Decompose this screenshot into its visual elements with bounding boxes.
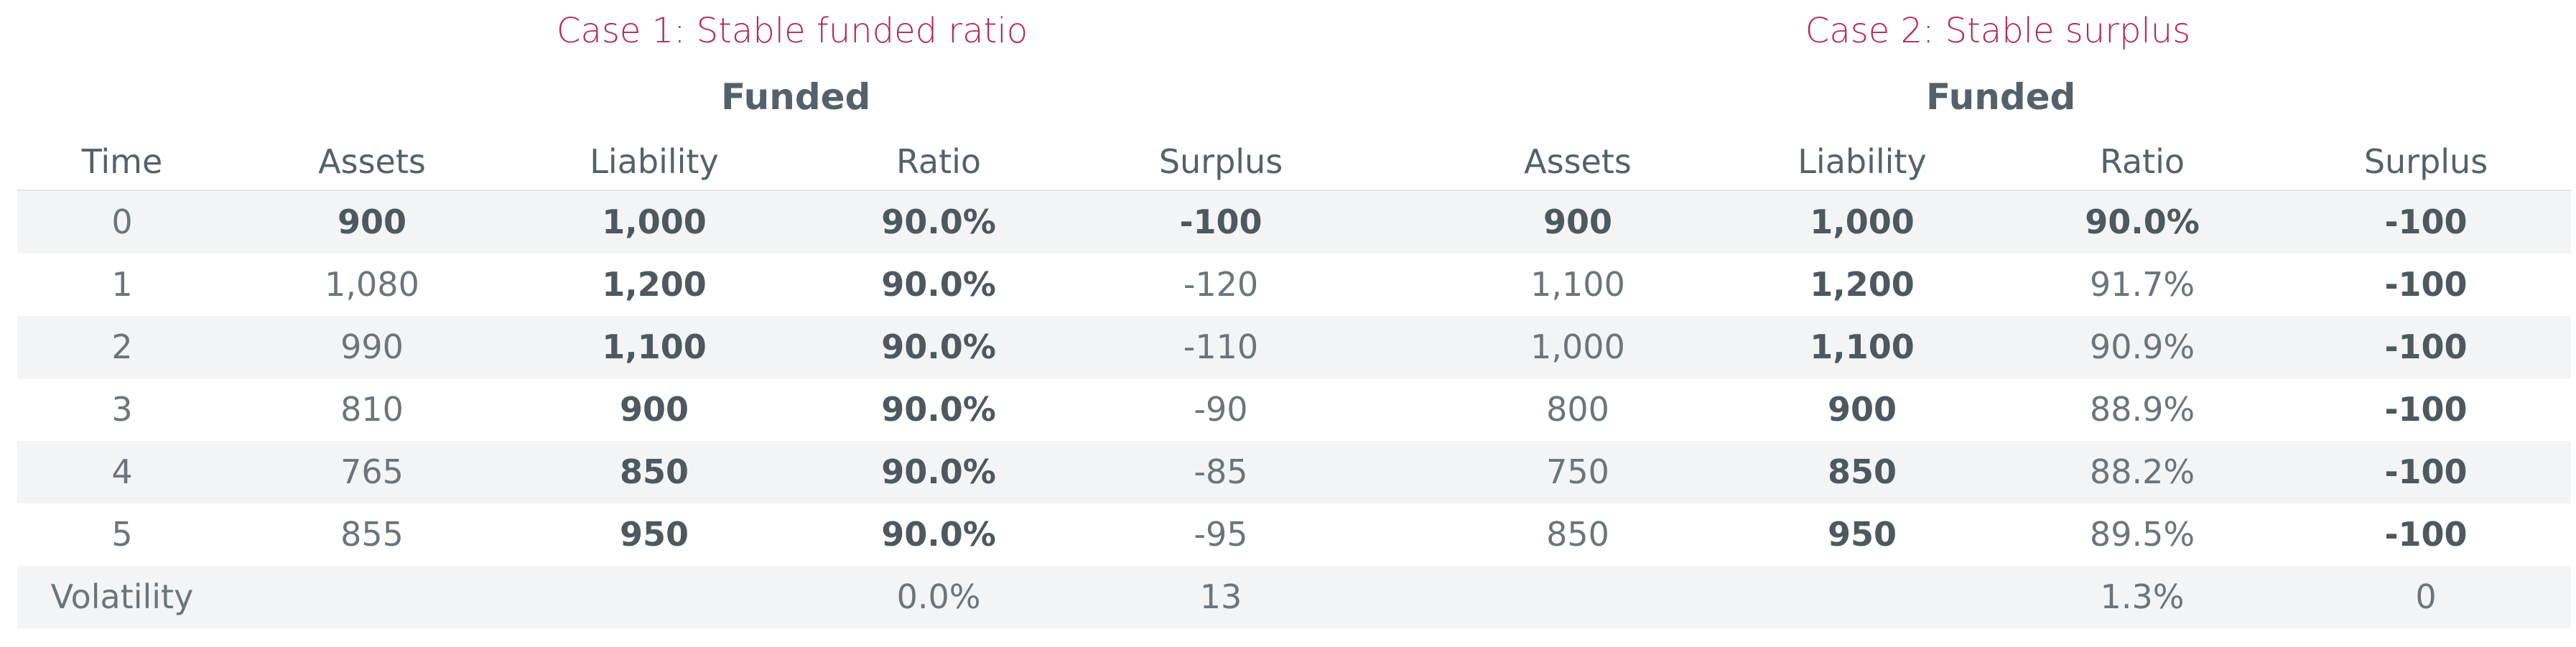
case2-ratio-cell: 89.5% xyxy=(2089,515,2195,554)
header-case1-liability: Liability xyxy=(590,142,719,181)
case1-surplus-volatility: 13 xyxy=(1199,577,1242,616)
case1-surplus-cell: -90 xyxy=(1194,390,1248,429)
header-case1-ratio: Ratio xyxy=(896,142,982,181)
time-cell: 2 xyxy=(111,327,133,366)
case2-liability-cell: 1,000 xyxy=(1810,203,1915,241)
case2-ratio-cell: 88.2% xyxy=(2089,452,2195,491)
case1-surplus-cell: -120 xyxy=(1183,265,1259,304)
table-row: 4 765 850 90.0% -85 750 850 88.2% -100 xyxy=(17,441,2571,503)
header-case2-assets: Assets xyxy=(1524,142,1632,181)
case2-ratio-cell: 88.9% xyxy=(2089,390,2195,429)
case2-assets-cell: 850 xyxy=(1546,515,1609,554)
case2-assets-cell: 1,000 xyxy=(1530,327,1625,366)
case1-assets-cell: 765 xyxy=(340,452,404,491)
volatility-label: Volatility xyxy=(50,577,194,616)
case1-ratio-cell: 90.0% xyxy=(881,265,996,304)
table-row: 3 810 900 90.0% -90 800 900 88.9% -100 xyxy=(17,378,2571,441)
case2-surplus-cell: -100 xyxy=(2384,265,2468,304)
table-row: 1 1,080 1,200 90.0% -120 1,100 1,200 91.… xyxy=(17,253,2571,316)
time-cell: 0 xyxy=(111,203,133,241)
case2-liability-cell: 850 xyxy=(1827,452,1897,491)
case2-assets-cell: 800 xyxy=(1546,390,1609,429)
time-cell: 1 xyxy=(111,265,133,304)
case1-assets-cell: 810 xyxy=(340,390,404,429)
case1-surplus-cell: -100 xyxy=(1179,203,1263,241)
case2-ratio-cell: 90.9% xyxy=(2089,327,2195,366)
header-case2-ratio: Ratio xyxy=(2099,142,2185,181)
table-row: 0 900 1,000 90.0% -100 900 1,000 90.0% -… xyxy=(17,190,2571,253)
case2-ratio-cell: 91.7% xyxy=(2089,265,2195,304)
header-case2-surplus: Surplus xyxy=(2363,142,2488,181)
table-row: 2 990 1,100 90.0% -110 1,000 1,100 90.9%… xyxy=(17,316,2571,378)
case1-assets-cell: 990 xyxy=(340,327,404,366)
case2-surplus-cell: -100 xyxy=(2384,452,2468,491)
case1-liability-cell: 1,200 xyxy=(602,265,707,304)
case1-funded-label: Funded xyxy=(721,76,871,118)
case1-liability-cell: 950 xyxy=(619,515,689,554)
case2-surplus-cell: -100 xyxy=(2384,390,2468,429)
time-cell: 3 xyxy=(111,390,133,429)
case2-funded-label: Funded xyxy=(1926,76,2076,118)
case2-assets-cell: 1,100 xyxy=(1530,265,1625,304)
case1-ratio-cell: 90.0% xyxy=(881,452,996,491)
case2-ratio-volatility: 1.3% xyxy=(2100,577,2185,616)
case1-ratio-cell: 90.0% xyxy=(881,390,996,429)
case2-assets-cell: 750 xyxy=(1546,452,1609,491)
case1-liability-cell: 850 xyxy=(619,452,689,491)
case1-assets-cell: 1,080 xyxy=(325,265,419,304)
header-time: Time xyxy=(81,142,163,181)
case1-liability-cell: 1,100 xyxy=(602,327,707,366)
case2-liability-cell: 1,200 xyxy=(1810,265,1915,304)
case1-assets-cell: 900 xyxy=(337,203,407,241)
case2-liability-cell: 900 xyxy=(1827,390,1897,429)
case2-surplus-cell: -100 xyxy=(2384,203,2468,241)
case1-liability-cell: 900 xyxy=(619,390,689,429)
header-case2-liability: Liability xyxy=(1798,142,1927,181)
case2-ratio-cell: 90.0% xyxy=(2085,203,2200,241)
case2-surplus-cell: -100 xyxy=(2384,515,2468,554)
case2-liability-cell: 1,100 xyxy=(1810,327,1915,366)
case2-liability-cell: 950 xyxy=(1827,515,1897,554)
table-row: 5 855 950 90.0% -95 850 950 89.5% -100 xyxy=(17,503,2571,566)
case1-ratio-volatility: 0.0% xyxy=(896,577,981,616)
case1-ratio-cell: 90.0% xyxy=(881,203,996,241)
case1-surplus-cell: -110 xyxy=(1183,327,1259,366)
header-case1-surplus: Surplus xyxy=(1158,142,1283,181)
case2-surplus-volatility: 0 xyxy=(2415,577,2437,616)
case1-ratio-cell: 90.0% xyxy=(881,327,996,366)
case1-assets-cell: 855 xyxy=(340,515,404,554)
case2-assets-cell: 900 xyxy=(1543,203,1613,241)
time-cell: 5 xyxy=(111,515,133,554)
header-case1-assets: Assets xyxy=(318,142,426,181)
volatility-row: Volatility 0.0% 13 1.3% 0 xyxy=(17,566,2571,628)
case1-liability-cell: 1,000 xyxy=(602,203,707,241)
case1-ratio-cell: 90.0% xyxy=(881,515,996,554)
case1-surplus-cell: -85 xyxy=(1194,452,1248,491)
case1-title: Case 1: Stable funded ratio xyxy=(556,11,1028,51)
case2-surplus-cell: -100 xyxy=(2384,327,2468,366)
case1-surplus-cell: -95 xyxy=(1194,515,1248,554)
time-cell: 4 xyxy=(111,452,133,491)
case2-title: Case 2: Stable surplus xyxy=(1805,11,2191,51)
